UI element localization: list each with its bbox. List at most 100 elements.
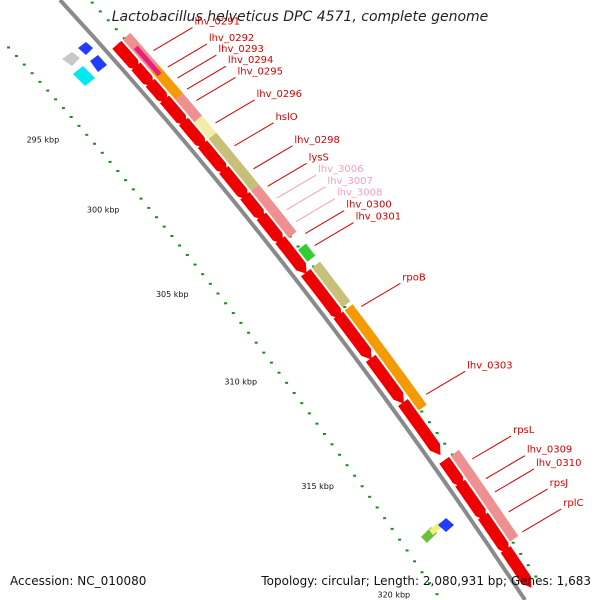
- cds-arrow: [365, 354, 404, 404]
- track-dot: [338, 453, 342, 456]
- track-dot: [139, 197, 143, 200]
- track-dot: [100, 151, 104, 154]
- track-dot: [93, 142, 97, 145]
- gene-label: lhv_0296: [257, 89, 302, 100]
- track-dot: [247, 331, 251, 334]
- track-dot: [343, 306, 347, 309]
- cds-arrow: [197, 140, 227, 174]
- feature-segment: [251, 184, 278, 215]
- feature-segment: [312, 261, 351, 308]
- track-dot: [420, 571, 424, 574]
- gene-leader-line: [304, 210, 345, 235]
- scale-tick-label: 305 kbp: [156, 290, 189, 299]
- feature-segment: [194, 115, 217, 140]
- gene-label: lhv_0298: [294, 135, 339, 146]
- track-dot: [288, 235, 292, 238]
- track-dot: [116, 169, 120, 172]
- cds-arrow: [333, 311, 372, 360]
- track-dot: [435, 431, 439, 434]
- cds-arrow: [131, 62, 154, 87]
- track-dot: [85, 133, 89, 136]
- small-feature-icons: [62, 42, 454, 543]
- feature-segment: [450, 449, 478, 482]
- topology-summary: Topology: circular; Length: 2,080,931 bp…: [261, 574, 591, 588]
- feature-segment: [344, 304, 386, 354]
- gene-leader-line: [153, 27, 193, 52]
- track-dot: [61, 107, 65, 110]
- track-dot: [239, 321, 243, 324]
- track-dot: [262, 351, 266, 354]
- cds-arrow: [159, 95, 187, 126]
- track-dot: [353, 474, 357, 477]
- track-dot: [511, 541, 515, 544]
- feature-segment: [298, 243, 316, 262]
- cds-arrow: [240, 192, 265, 221]
- track-dot: [300, 402, 304, 405]
- track-dot: [435, 593, 439, 596]
- track-dot: [345, 464, 349, 467]
- track-dot: [360, 485, 364, 488]
- gene-label: lhv_3008: [337, 188, 382, 199]
- track-dot: [307, 412, 311, 415]
- track-dot: [7, 46, 11, 49]
- cds-arrow: [178, 117, 206, 149]
- track-dot: [22, 63, 26, 66]
- track-dot: [185, 254, 189, 257]
- feature-segment: [175, 93, 202, 123]
- track-dot: [208, 282, 212, 285]
- blue-feature-icon: [438, 518, 454, 532]
- track-dot: [38, 80, 42, 83]
- track-dot: [398, 538, 402, 541]
- scale-tick-label: 320 kbp: [378, 591, 411, 600]
- track-dot: [170, 235, 174, 238]
- gene-labels: lhv_0291 lhv_0292lhv_0293lhv_0294lhv_0295…: [153, 17, 584, 533]
- gene-label: lhv_0292: [209, 33, 254, 44]
- track-dot: [216, 292, 220, 295]
- track-dot: [224, 302, 228, 305]
- feature-segment: [487, 502, 519, 542]
- cds-arrow: [500, 546, 532, 588]
- cds-arrow: [219, 166, 249, 200]
- track-dot: [30, 72, 34, 75]
- genome-backbone: [58, 0, 527, 600]
- track-dot: [178, 244, 182, 247]
- track-dot: [131, 188, 135, 191]
- gene-label: rpoB: [402, 272, 426, 283]
- track-dot: [443, 442, 447, 445]
- gene-label: lhv_0294: [228, 55, 273, 66]
- cds-arrow: [300, 268, 342, 320]
- gene-label: lhv_0295: [237, 66, 282, 77]
- gene-label: lhv_0309: [527, 445, 572, 456]
- track-dot: [201, 273, 205, 276]
- track-dot: [54, 98, 58, 101]
- feature-segment: [269, 207, 297, 238]
- gene-label: lhv_0301: [356, 212, 401, 223]
- gene-label: hslO: [275, 112, 297, 123]
- gene-leader-line: [215, 99, 255, 124]
- track-dot: [122, 37, 126, 40]
- track-dot: [405, 549, 409, 552]
- track-dot: [193, 263, 197, 266]
- track-dot: [106, 19, 110, 22]
- track-dot: [231, 312, 235, 315]
- track-dot: [98, 10, 102, 13]
- gene-label: lhv_0293: [218, 44, 263, 55]
- track-dot: [269, 361, 273, 364]
- blue-feature-icon: [78, 42, 93, 55]
- gene-leader-line: [167, 43, 208, 68]
- scale-tick-label: 295 kbp: [27, 135, 60, 144]
- track-dot: [154, 216, 158, 219]
- gene-leader-line: [286, 186, 326, 211]
- track-dot: [330, 443, 334, 446]
- gene-leader-line: [267, 162, 307, 187]
- track-dot: [296, 245, 300, 248]
- track-dot: [375, 506, 379, 509]
- gene-leader-line: [314, 222, 354, 247]
- track-dot: [292, 391, 296, 394]
- track-dot: [14, 55, 18, 58]
- gene-leader-line: [177, 54, 217, 79]
- cds-arrow: [455, 479, 487, 521]
- track-dot: [322, 432, 326, 435]
- cds-arrow: [478, 512, 509, 555]
- gene-leader-line: [508, 488, 548, 513]
